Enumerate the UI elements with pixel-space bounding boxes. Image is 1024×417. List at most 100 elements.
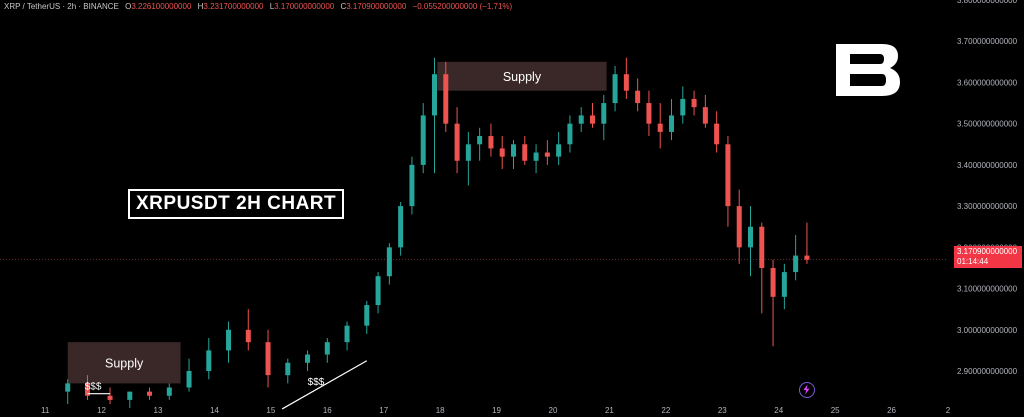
- candle: [680, 86, 686, 124]
- x-tick-label: 21: [605, 406, 614, 415]
- candle-body: [725, 144, 731, 207]
- candle-body: [544, 152, 550, 157]
- candle-body: [590, 115, 595, 124]
- candle: [285, 358, 291, 384]
- candle-body: [623, 74, 629, 91]
- candle: [84, 375, 90, 400]
- candle-body: [127, 391, 133, 400]
- liquidity-annotation-0: $$$: [85, 382, 102, 393]
- candle: [344, 321, 350, 351]
- candle-body: [759, 226, 765, 268]
- x-tick-label: 17: [379, 406, 388, 415]
- candle: [206, 338, 212, 380]
- candle-body: [646, 103, 652, 124]
- annotations: $$$ $$$: [85, 360, 368, 410]
- y-tick-label: 3.500000000000: [957, 120, 1018, 129]
- candle: [499, 136, 505, 170]
- candle: [324, 338, 330, 363]
- candle: [107, 387, 113, 404]
- candle-body: [669, 115, 674, 132]
- low-label: L: [269, 2, 275, 11]
- supply-zone-1: [437, 61, 607, 91]
- candle-body: [84, 383, 90, 396]
- x-tick-label: 18: [436, 406, 445, 415]
- open-label: O: [125, 2, 132, 11]
- candle: [465, 131, 471, 186]
- candle-body: [465, 144, 471, 161]
- candle-body: [770, 267, 776, 297]
- candle-body: [245, 329, 251, 343]
- candle-body: [454, 123, 460, 161]
- candle-body: [285, 362, 291, 376]
- candle: [364, 300, 370, 334]
- x-tick-label: 15: [266, 406, 275, 415]
- close-value: 3.170900000000: [346, 2, 407, 11]
- candle-body: [206, 350, 212, 372]
- bar-countdown: 01:14:44: [957, 257, 989, 266]
- candle-body: [635, 90, 641, 104]
- y-tick-label: 3.600000000000: [957, 78, 1018, 87]
- candle: [567, 115, 573, 153]
- candle-body: [477, 136, 483, 145]
- candle: [578, 107, 584, 132]
- axes: 3.800000000000 3.700000000000 3.6000000000…: [41, 0, 1018, 415]
- y-tick-label: 3.700000000000: [957, 37, 1018, 46]
- liquidity-annotation-1: $$$: [308, 377, 325, 388]
- candle-body: [702, 107, 708, 124]
- candle: [226, 321, 232, 363]
- candle: [386, 243, 392, 285]
- high-label: H: [197, 2, 204, 11]
- candle: [556, 131, 562, 165]
- x-tick-label: 25: [831, 406, 840, 415]
- candle-body: [186, 371, 192, 388]
- candle-body: [714, 123, 720, 145]
- x-tick-label: 23: [718, 406, 727, 415]
- symbol-title: XRP / TetherUS · 2h · BINANCE: [4, 2, 119, 11]
- candle-body: [443, 74, 449, 124]
- candle: [166, 383, 172, 400]
- y-tick-label: 3.100000000000: [957, 285, 1018, 294]
- candle-body: [265, 342, 271, 376]
- candle-body: [65, 383, 71, 392]
- candle: [477, 127, 483, 161]
- lightning-icon[interactable]: [799, 382, 815, 398]
- candle-body: [420, 115, 426, 165]
- supply-zone-0: [67, 342, 181, 384]
- high-value: 3.231700000000: [203, 2, 264, 11]
- candle: [691, 90, 697, 116]
- candle: [533, 144, 539, 174]
- candle-body: [305, 354, 311, 363]
- x-tick-label: 14: [210, 406, 219, 415]
- candle-body: [398, 206, 404, 248]
- x-tick-label: 20: [549, 406, 558, 415]
- candle: [65, 379, 71, 404]
- candle: [657, 103, 663, 149]
- candle-body: [793, 255, 799, 273]
- x-tick-label: 2: [946, 406, 951, 415]
- candle: [612, 65, 618, 112]
- candle: [443, 61, 449, 132]
- candle: [420, 103, 426, 174]
- candle-body: [736, 206, 742, 248]
- candle-body: [748, 226, 753, 248]
- supply-zone-label-0: Supply: [105, 356, 144, 370]
- candle-body: [578, 115, 584, 124]
- symbol-header: XRP / TetherUS · 2h · BINANCE O3.2261000…: [4, 2, 512, 11]
- candle: [544, 140, 550, 165]
- candle-body: [522, 144, 528, 161]
- x-tick-label: 24: [774, 406, 783, 415]
- candle: [725, 136, 731, 227]
- candle-body: [601, 103, 607, 124]
- candle: [375, 272, 381, 314]
- candle: [714, 111, 720, 153]
- chart-label: XRPUSDT 2H CHART: [128, 189, 345, 219]
- candle: [511, 140, 516, 170]
- x-tick-label: 26: [887, 406, 896, 415]
- candle-body: [324, 342, 330, 355]
- candle: [623, 57, 629, 99]
- x-tick-label: 12: [97, 406, 106, 415]
- candle-body: [567, 123, 573, 145]
- candle: [793, 234, 799, 281]
- candle-body: [488, 136, 494, 149]
